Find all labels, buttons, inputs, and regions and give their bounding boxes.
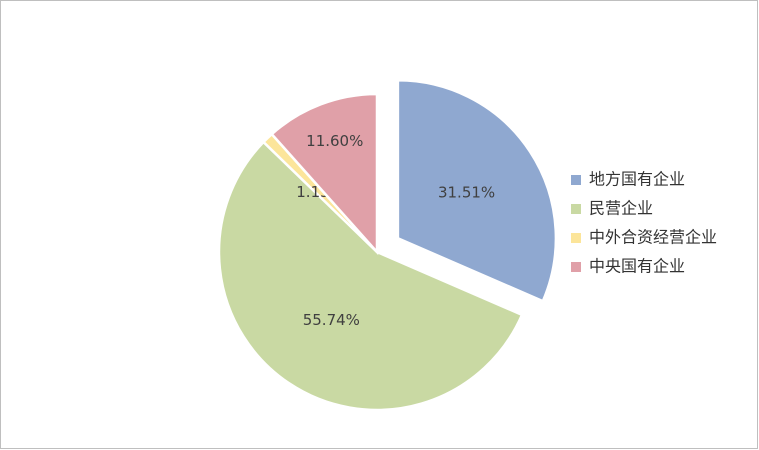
legend-swatch bbox=[571, 175, 581, 185]
legend-swatch bbox=[571, 262, 581, 272]
legend-label: 中央国有企业 bbox=[589, 257, 685, 276]
legend-swatch bbox=[571, 233, 581, 243]
legend-swatch bbox=[571, 204, 581, 214]
pie-slice bbox=[270, 92, 379, 256]
data-label: 55.74% bbox=[303, 311, 360, 329]
pie-slice bbox=[396, 79, 558, 303]
pie-slice bbox=[217, 140, 524, 412]
data-label: 11.60% bbox=[306, 132, 363, 150]
legend-label: 中外合资经营企业 bbox=[589, 228, 717, 247]
legend-label: 民营企业 bbox=[589, 199, 653, 218]
legend-label: 地方国有企业 bbox=[589, 170, 685, 189]
data-label: 31.51% bbox=[438, 184, 495, 202]
